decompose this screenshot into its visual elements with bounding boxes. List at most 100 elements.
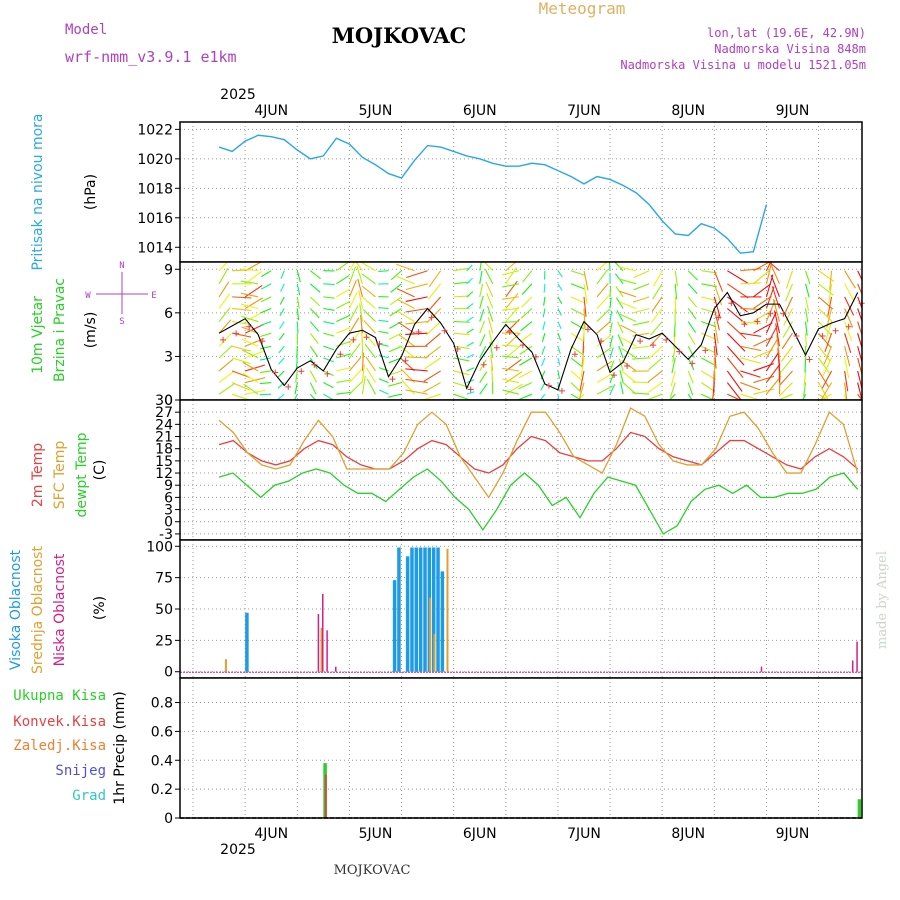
wind-vector — [378, 319, 389, 323]
wind-vector — [479, 284, 484, 297]
wind-vector — [485, 281, 494, 298]
wind-vector — [633, 283, 650, 291]
wind-gust-marker — [741, 321, 748, 328]
y-tick-label: 1016 — [137, 211, 173, 227]
wind-vector — [765, 261, 772, 271]
high-cloud-bar — [436, 547, 440, 672]
wind-vector — [844, 296, 855, 316]
wind-vector — [405, 307, 428, 313]
wind-vector — [620, 347, 637, 359]
mid-cloud-bar — [224, 659, 227, 672]
wind-gust-marker — [480, 361, 487, 368]
wind-vector — [218, 293, 230, 309]
wind-vector — [713, 346, 717, 369]
wind-vector — [348, 356, 362, 372]
wind-vector — [479, 320, 485, 334]
footer-title: MOJKOVAC — [334, 863, 411, 878]
wind-vector — [821, 370, 833, 389]
wind-vector — [231, 382, 251, 391]
wind-vector — [740, 332, 762, 337]
wind-vector — [672, 333, 676, 349]
wind-vector — [364, 343, 376, 359]
wind-vector — [479, 383, 488, 395]
top-date-label: 4JUN — [254, 103, 288, 119]
wind-vector — [519, 332, 533, 343]
wind-vector — [309, 345, 319, 358]
compass-west: W — [85, 291, 91, 301]
wind-vector — [405, 368, 428, 372]
wind-unit-label: (m/s) — [83, 312, 99, 349]
wind-vector — [361, 364, 365, 383]
wind-vector — [362, 296, 376, 309]
wind-vector — [620, 324, 637, 334]
wind-vector — [501, 321, 519, 323]
wind-vector — [782, 321, 793, 338]
wind-vector — [396, 275, 415, 285]
wind-vector — [539, 393, 546, 401]
wind-vector — [519, 357, 533, 366]
wind-vector — [618, 266, 637, 272]
y-tick-label: 6 — [164, 490, 173, 506]
wind-gust-marker — [689, 360, 696, 367]
wind-vector — [259, 357, 272, 361]
wind-vector — [609, 335, 614, 347]
wind-gust-marker — [233, 330, 240, 337]
y-tick-label: 3 — [164, 349, 173, 365]
wind-gust-marker — [767, 310, 774, 317]
wind-vector — [479, 371, 488, 383]
wind-vector — [726, 370, 743, 392]
wind-vector — [294, 393, 298, 401]
wind-vector — [540, 382, 546, 391]
wind-vector — [609, 297, 612, 309]
wind-vector — [785, 283, 794, 302]
wind-gust-marker — [519, 342, 526, 349]
wind-gust-marker — [728, 300, 735, 307]
wind-vector — [583, 283, 588, 304]
mid-cloud-bar — [320, 627, 323, 672]
wind-vector — [244, 297, 264, 309]
high-cloud-bar — [414, 547, 419, 672]
low-cloud-bar — [322, 593, 324, 672]
wind-vector — [491, 366, 494, 383]
wind-vector — [323, 382, 334, 389]
wind-vector — [622, 382, 637, 395]
wind-vector — [280, 270, 285, 279]
wind-vector — [336, 327, 351, 334]
high-cloud-bar — [418, 547, 423, 672]
wind-vector — [348, 266, 357, 284]
low-cloud-bar — [851, 660, 854, 672]
wind-vector — [765, 286, 775, 309]
wind-vector — [295, 357, 298, 370]
high-cloud-bar — [431, 547, 436, 672]
y-tick-label: 1020 — [137, 152, 173, 168]
wind-vector — [570, 321, 585, 330]
wind-vector — [672, 346, 676, 362]
wind-vector — [323, 370, 334, 376]
y-tick-label: 30 — [155, 393, 173, 409]
wind-vector — [671, 357, 676, 374]
y-tick-label: 3 — [164, 503, 173, 519]
wind-vector — [521, 283, 533, 296]
wind-vector — [232, 296, 252, 299]
wind-vector — [406, 270, 428, 279]
wind-vector — [423, 370, 441, 382]
wind-vector — [279, 308, 285, 317]
wind-vector — [389, 296, 402, 306]
wind-vector — [296, 296, 300, 309]
wind-gust-marker — [558, 387, 565, 394]
wind-vector — [356, 265, 363, 284]
y-tick-label: 0.6 — [151, 724, 173, 740]
wind-vector — [466, 353, 475, 359]
wind-vector — [349, 369, 363, 383]
wind-vector — [389, 308, 402, 317]
wind-vector — [378, 307, 389, 310]
bottom-date-label: 7JUN — [567, 826, 601, 842]
y-tick-label: 6 — [164, 306, 173, 322]
wind-vector — [583, 296, 587, 317]
wind-vector — [490, 354, 494, 372]
wind-vector — [244, 337, 265, 347]
wind-vector — [453, 332, 470, 336]
wind-vector — [484, 261, 494, 272]
wind-vector — [519, 345, 533, 355]
wind-vector — [390, 270, 402, 281]
